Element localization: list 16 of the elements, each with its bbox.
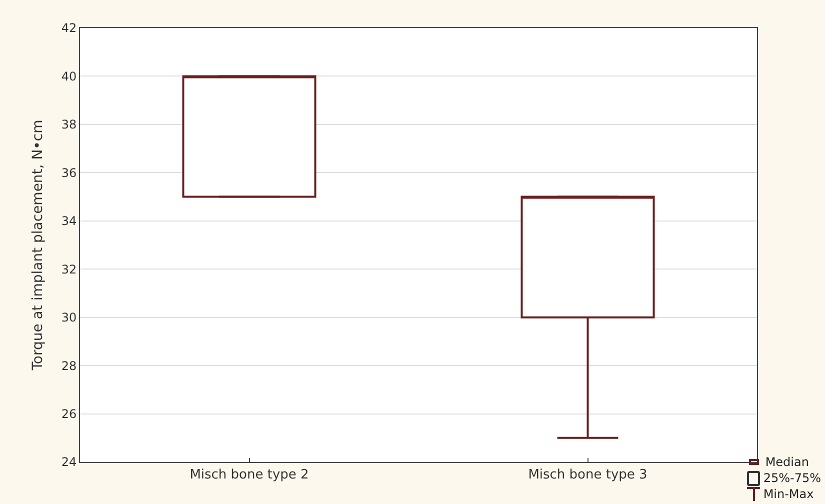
y-tick-label: 30 — [61, 310, 77, 325]
y-tick-label: 32 — [61, 262, 77, 276]
x-tick-label: Misch bone type 2 — [190, 468, 309, 483]
y-tick-label: 36 — [61, 166, 77, 180]
y-tick-label: 24 — [61, 455, 77, 470]
y-axis-title: Torque at implant placement, N•cm — [30, 120, 46, 372]
y-tick-label: 38 — [61, 118, 77, 132]
text: 25%-75% — [763, 470, 821, 486]
text: Median — [765, 454, 809, 470]
y-tick-label: 26 — [61, 406, 77, 421]
text: Min-Max — [763, 486, 814, 502]
y-tick-label: 40 — [61, 69, 77, 84]
y-tick-label: 28 — [61, 358, 77, 373]
x-tick-label: Misch bone type 3 — [528, 468, 648, 483]
y-tick-label: 34 — [61, 214, 77, 228]
y-tick-label: 42 — [61, 21, 77, 36]
